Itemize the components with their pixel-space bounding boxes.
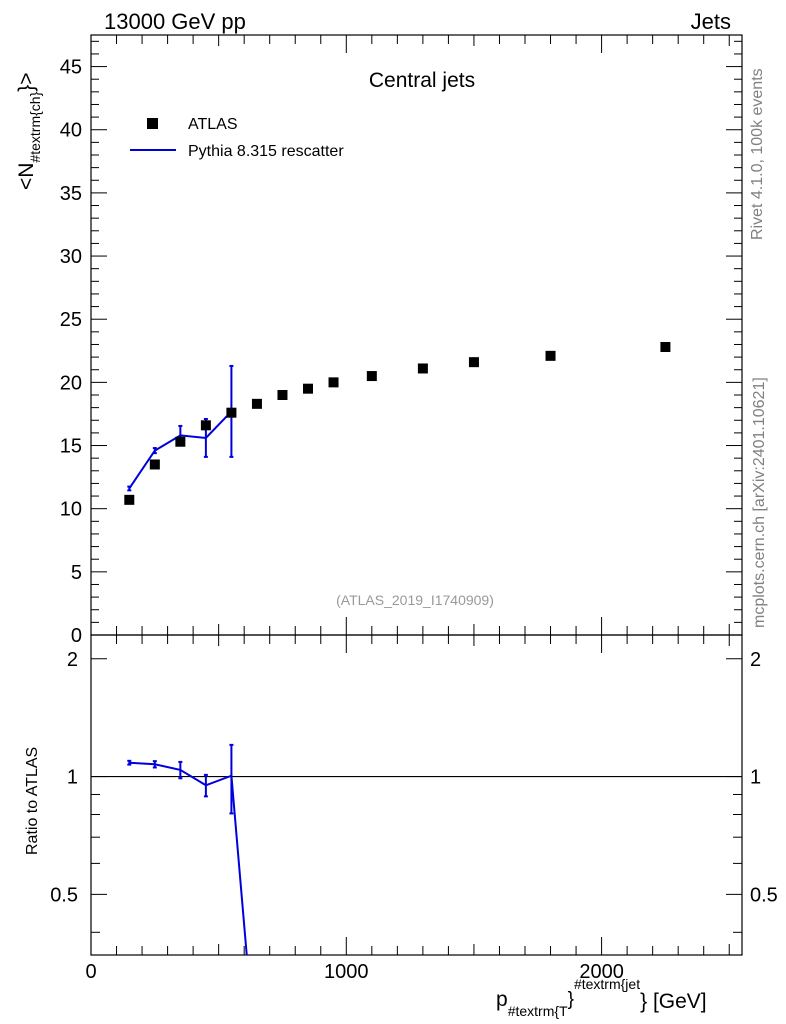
analysis-tag: (ATLAS_2019_I1740909) (336, 592, 494, 608)
main-atlas-series (124, 342, 671, 505)
legend-marker-atlas (147, 118, 158, 129)
atlas-point (175, 436, 186, 447)
ratio-y-tick-label: 2 (67, 649, 78, 671)
y-tick-label: 5 (71, 562, 82, 584)
atlas-point (468, 357, 479, 368)
atlas-point (328, 377, 339, 388)
y-tick-label: 30 (60, 246, 82, 268)
atlas-point (226, 407, 237, 418)
atlas-point (277, 390, 288, 400)
atlas-point (124, 494, 135, 505)
header-energy-label: 13000 GeV pp (104, 9, 246, 34)
y-tick-label: 35 (60, 183, 82, 205)
atlas-point (149, 459, 160, 470)
mcplots-label: mcplots.cern.ch [arXiv:2401.10621] (751, 377, 768, 628)
chart-title: Central jets (369, 69, 475, 92)
legend-label-pythia: Pythia 8.315 rescatter (188, 143, 344, 160)
x-tick-label: 2000 (579, 961, 624, 983)
ratio-y-axis-label: Ratio to ATLAS (24, 747, 41, 855)
y-tick-label: 20 (60, 372, 82, 394)
x-tick-label: 0 (85, 961, 96, 983)
ratio-y-tick-label: 0.5 (50, 884, 78, 906)
main-axis-ticks (90, 35, 742, 636)
ratio-y-tick-label-right: 2 (750, 649, 761, 671)
ratio-y-tick-label-right: 0.5 (750, 884, 778, 906)
ratio-line (129, 761, 248, 955)
atlas-point (366, 371, 377, 382)
main-pythia-series (127, 364, 234, 492)
x-axis-label: p#textrm{T}#textrm{jet} [GeV] (496, 976, 707, 1019)
y-tick-label: 25 (60, 309, 82, 331)
pythia-line (128, 410, 233, 490)
x-tick-label: 1000 (324, 961, 369, 983)
main-y-axis-label: <N#textrm{ch}}> (15, 72, 43, 190)
y-tick-label: 40 (60, 120, 82, 142)
y-tick-label: 10 (60, 499, 82, 521)
atlas-point (417, 363, 428, 374)
ratio-y-tick-label-right: 1 (750, 767, 761, 789)
atlas-point (200, 420, 211, 431)
y-tick-label: 45 (60, 57, 82, 79)
rivet-version-label: Rivet 4.1.0, 100k events (749, 68, 766, 240)
header-category-label: Jets (691, 9, 731, 34)
legend-label-atlas: ATLAS (188, 116, 238, 133)
y-tick-label: 0 (71, 625, 82, 647)
ratio-panel-frame (90, 634, 743, 956)
legend: ATLAS Pythia 8.315 rescatter (130, 116, 344, 160)
atlas-point (545, 350, 556, 361)
main-y-tick-labels: 0 5 10 15 20 25 30 35 40 45 (60, 57, 82, 647)
atlas-point (251, 398, 262, 409)
atlas-point (660, 342, 671, 352)
atlas-point (303, 383, 313, 394)
ratio-y-tick-label: 1 (67, 767, 78, 789)
y-tick-label: 15 (60, 436, 82, 458)
ratio-axis-ticks (90, 635, 742, 955)
ratio-series (91, 743, 742, 955)
ratio-tick-labels: 0.5 0.5 1 1 2 2 0 1000 2000 (50, 649, 778, 983)
